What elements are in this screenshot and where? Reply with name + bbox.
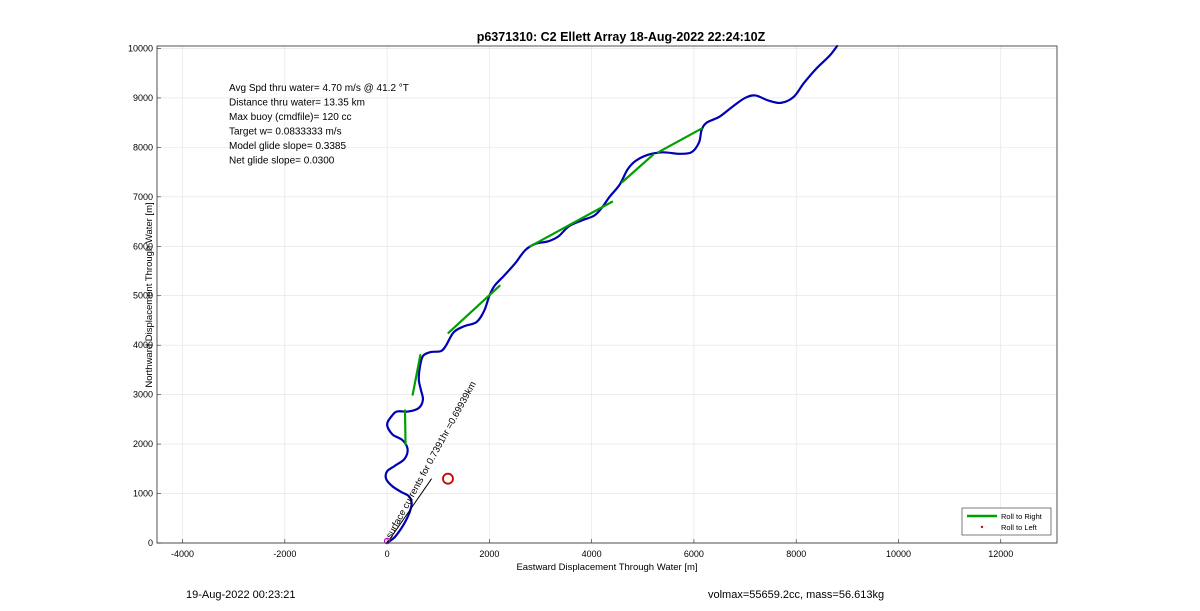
stats-line: Max buoy (cmdfile)= 120 cc xyxy=(229,112,352,123)
tick-labels: -4000 -2000 0 2000 4000 6000 8000 10000 12000 0 10… xyxy=(128,43,1013,559)
legend-box xyxy=(961,507,1052,536)
y-tick-label: 4000 xyxy=(133,340,153,350)
x-tick-label: 2000 xyxy=(479,549,499,559)
y-tick-label: 10000 xyxy=(128,43,153,53)
roll-right-segment xyxy=(657,127,703,154)
y-tick-label: 5000 xyxy=(133,291,153,301)
y-tick-label: 6000 xyxy=(133,241,153,251)
x-axis-label: Eastward Displacement Through Water [m] xyxy=(516,562,697,573)
x-tick-label: 6000 xyxy=(684,549,704,559)
x-tick-label: -2000 xyxy=(273,549,296,559)
stats-line: Avg Spd thru water= 4.70 m/s @ 41.2 °T xyxy=(229,83,409,94)
y-tick-label: 0 xyxy=(148,538,153,548)
stats-line: Distance thru water= 13.35 km xyxy=(229,98,365,109)
roll-right-segment xyxy=(411,353,422,396)
legend-swatch-roll-left xyxy=(980,525,984,529)
y-tick-label: 7000 xyxy=(133,192,153,202)
surface-current-vector xyxy=(386,478,433,544)
roll-right-segment xyxy=(621,153,655,184)
legend-label-roll-left: Roll to Left xyxy=(1001,523,1038,532)
y-tick-label: 8000 xyxy=(133,142,153,152)
footer-mass-info: volmax=55659.2cc, mass=56.613kg xyxy=(708,589,885,601)
x-tick-label: 12000 xyxy=(988,549,1013,559)
roll-right-segment xyxy=(447,284,501,334)
legend: Roll to Right Roll to Left xyxy=(961,507,1052,536)
stats-line: Net glide slope= 0.0300 xyxy=(229,156,335,167)
start-marker xyxy=(383,537,391,545)
y-axis-label: Northward Displacement Through Water [m] xyxy=(144,202,155,387)
x-tick-label: 8000 xyxy=(786,549,806,559)
stats-line: Target w= 0.0833333 m/s xyxy=(229,127,342,138)
x-tick-label: 0 xyxy=(385,549,390,559)
y-tick-label: 2000 xyxy=(133,439,153,449)
x-tick-label: 4000 xyxy=(582,549,602,559)
y-tick-label: 3000 xyxy=(133,390,153,400)
plot-area xyxy=(157,46,1057,543)
roll-right-segment xyxy=(529,200,614,248)
y-tick-label: 9000 xyxy=(133,93,153,103)
footer-timestamp: 19-Aug-2022 00:23:21 xyxy=(186,589,296,601)
chart-title: p6371310: C2 Ellett Array 18-Aug-2022 22… xyxy=(477,30,766,44)
surface-current-marker xyxy=(442,472,454,485)
x-tick-label: -4000 xyxy=(171,549,194,559)
stats-line: Model glide slope= 0.3385 xyxy=(229,141,346,152)
y-tick-label: 1000 xyxy=(133,489,153,499)
roll-right-segment xyxy=(403,409,407,446)
x-tick-label: 10000 xyxy=(886,549,911,559)
legend-label-roll-right: Roll to Right xyxy=(1001,512,1043,521)
stats-block: Avg Spd thru water= 4.70 m/s @ 41.2 °T Di… xyxy=(229,83,409,167)
plot-frame xyxy=(156,45,1058,544)
